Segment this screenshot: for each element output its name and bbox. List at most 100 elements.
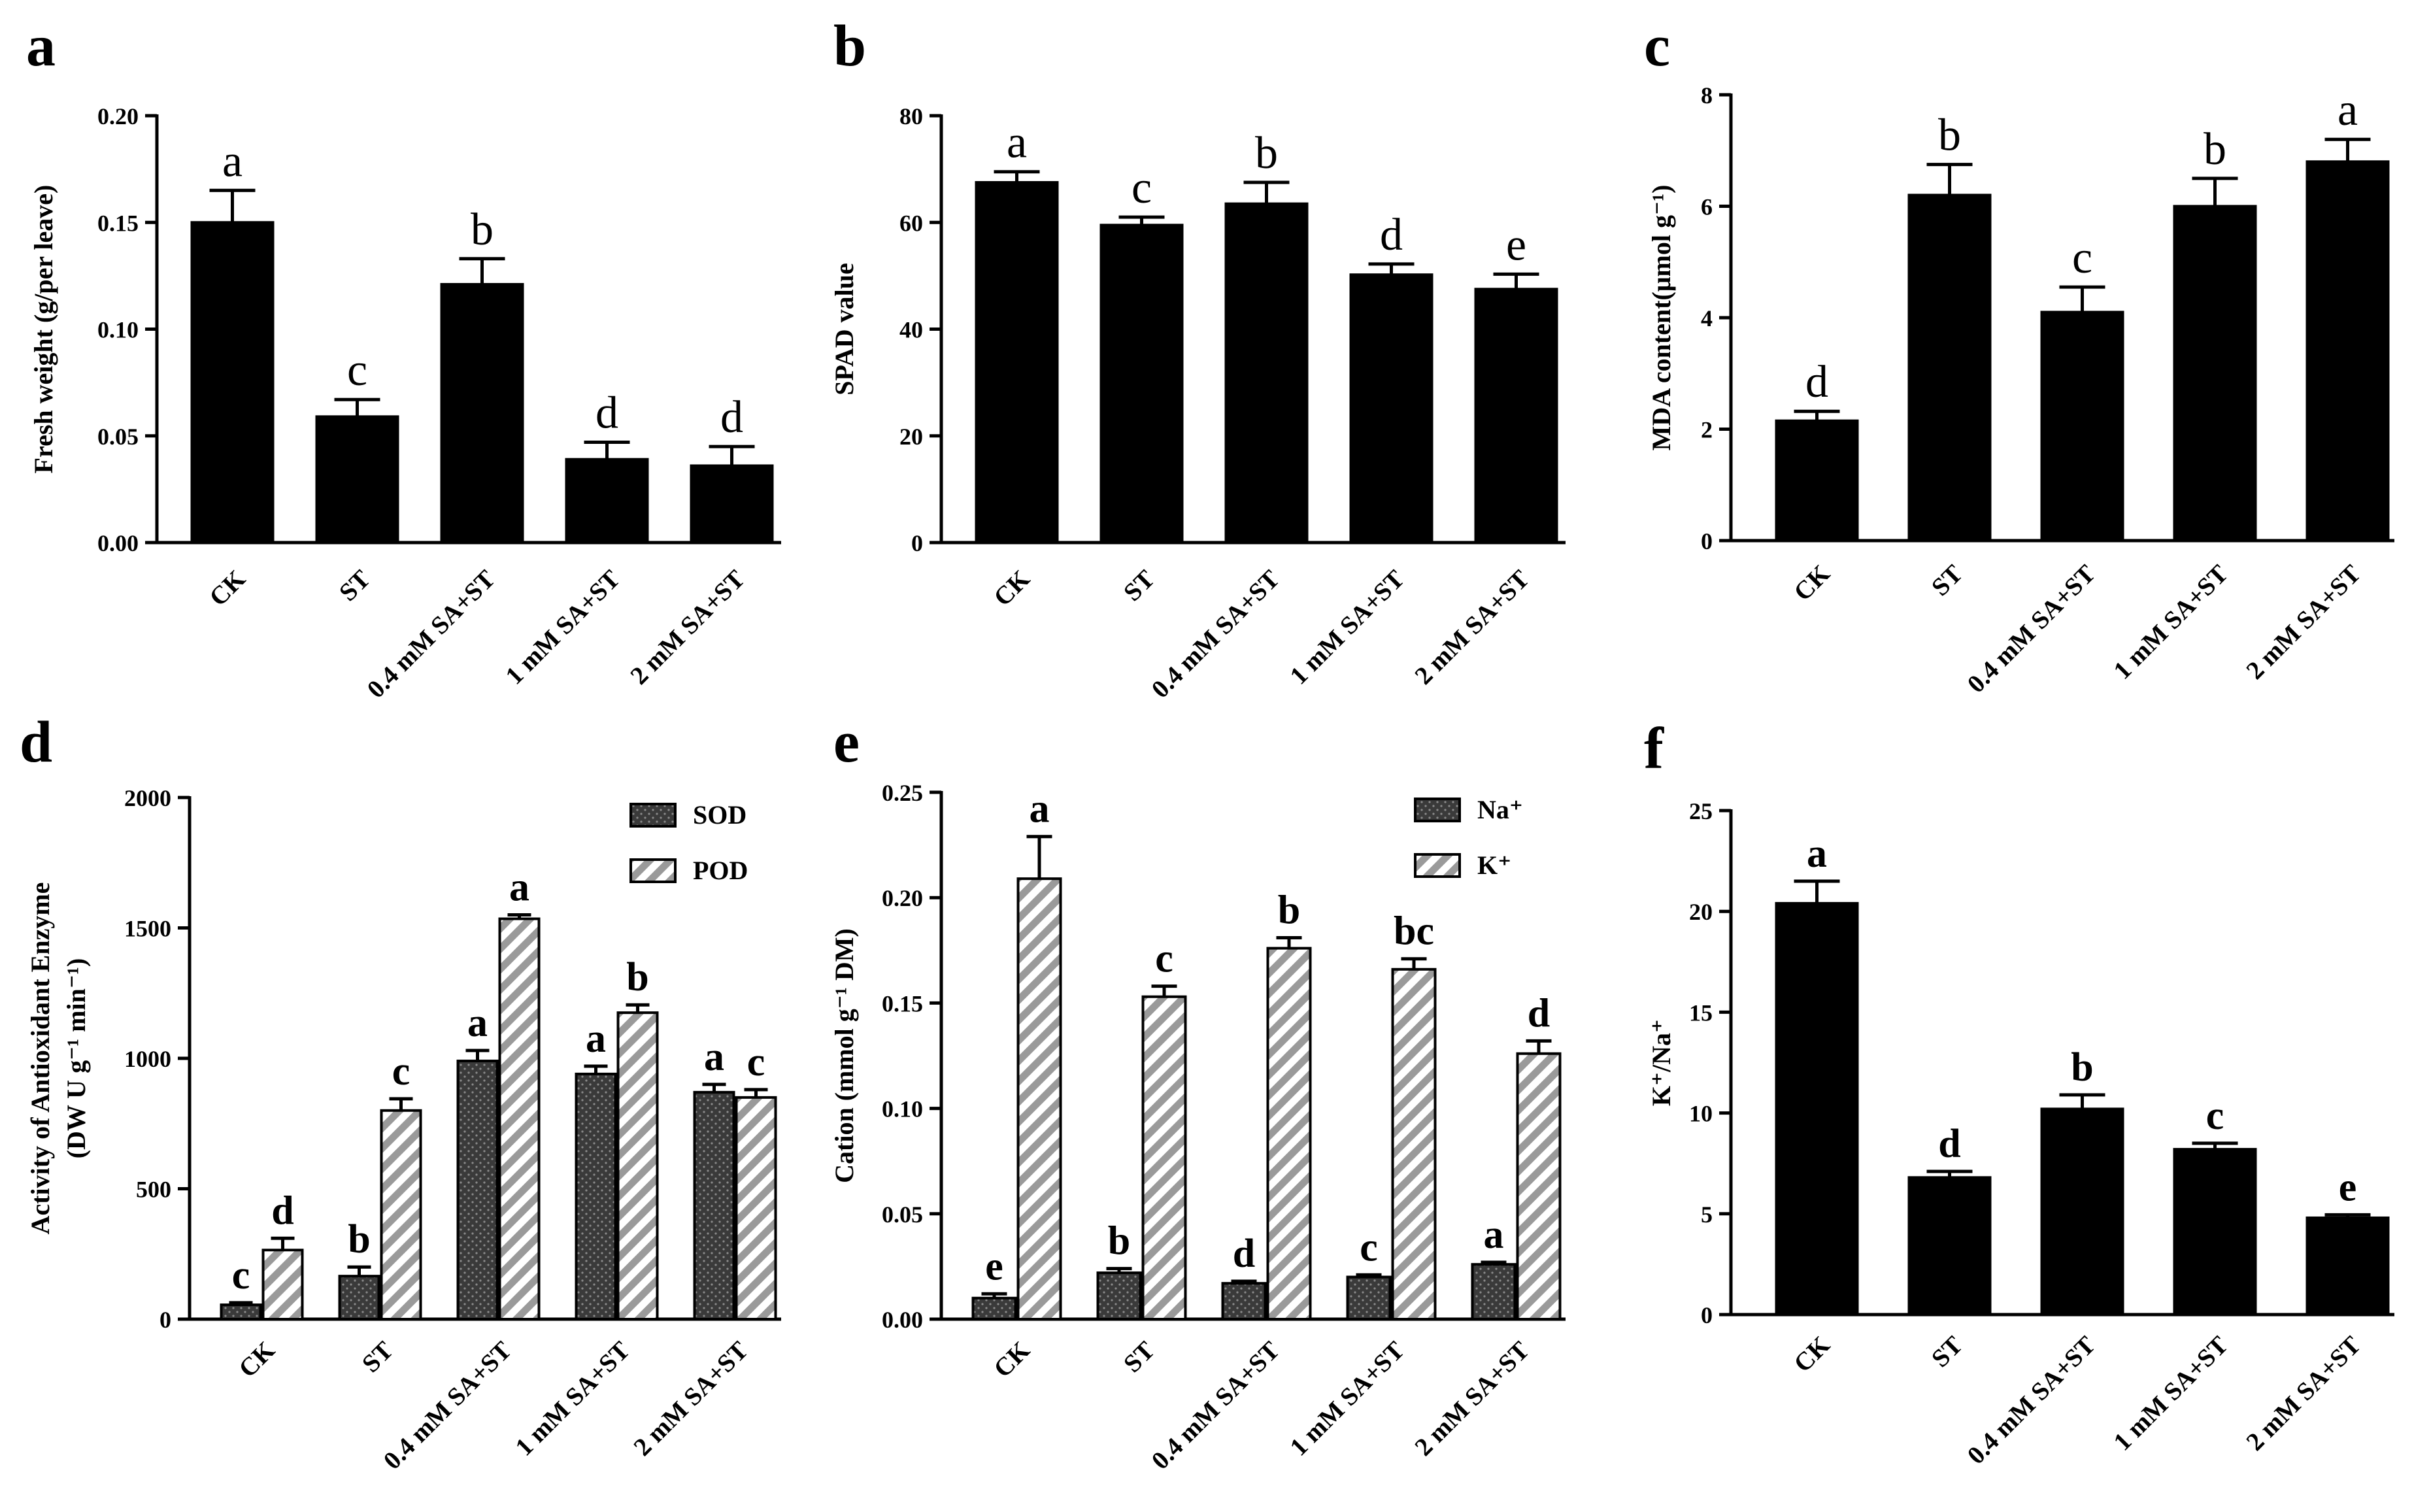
significance-letter: a xyxy=(1484,1213,1504,1257)
x-category-label: CK xyxy=(1788,1330,1836,1377)
y-tick-label: 0 xyxy=(1701,1302,1713,1328)
bar-series-1 xyxy=(1221,1282,1267,1321)
x-category-label: 2 mM SA+ST xyxy=(628,1336,754,1462)
y-tick-label: 0.15 xyxy=(882,990,923,1016)
y-tick-label: 0.00 xyxy=(882,1307,923,1333)
x-category-label: 1 mM SA+ST xyxy=(2108,560,2234,685)
bar xyxy=(2040,311,2124,542)
y-tick-label: 80 xyxy=(899,103,923,129)
y-axis-title: SPAD value xyxy=(830,263,859,395)
significance-letter: e xyxy=(1506,220,1526,270)
y-tick-label: 10 xyxy=(1689,1101,1713,1127)
bar-series-1 xyxy=(971,1296,1017,1321)
significance-letter: d xyxy=(271,1188,293,1233)
bar xyxy=(2305,1216,2390,1317)
y-tick-label: 0.05 xyxy=(882,1201,923,1228)
panel-letter: c xyxy=(1644,14,1670,78)
bar-series-2 xyxy=(1141,995,1187,1321)
significance-letter: a xyxy=(586,1016,606,1061)
x-category-label: 2 mM SA+ST xyxy=(1409,1336,1535,1462)
bar xyxy=(565,458,649,544)
y-tick-label: 0 xyxy=(159,1307,171,1333)
significance-letter: c xyxy=(2072,233,2092,283)
bar-series-1 xyxy=(1346,1275,1392,1321)
significance-letter: b xyxy=(626,955,648,1000)
significance-letter: b xyxy=(471,205,494,255)
x-category-label: ST xyxy=(1118,1336,1160,1378)
bar-series-2 xyxy=(261,1249,304,1321)
x-category-label: ST xyxy=(1926,1331,1968,1373)
panel-letter: f xyxy=(1644,716,1664,781)
x-category-label: 1 mM SA+ST xyxy=(500,565,626,690)
bar-series-1 xyxy=(575,1072,617,1320)
y-tick-label: 0.10 xyxy=(882,1096,923,1122)
significance-letter: b xyxy=(1108,1219,1130,1264)
bar-series-1 xyxy=(1471,1263,1517,1321)
bar xyxy=(2173,1148,2257,1317)
bar xyxy=(190,221,275,544)
panel-b: b 0 20 40 60 80 SPAD value a CK c ST b 0.4 mM SA+ST d… xyxy=(830,14,1566,703)
panel-letter: b xyxy=(833,14,866,78)
significance-letter: c xyxy=(747,1040,765,1084)
bar-series-2 xyxy=(498,917,541,1321)
significance-letter: c xyxy=(392,1049,411,1094)
y-axis-title: Fresh weight (g/per leave) xyxy=(29,185,58,474)
y-tick-label: 2000 xyxy=(124,785,171,811)
significance-letter: a xyxy=(467,1001,488,1045)
y-tick-label: 0 xyxy=(911,530,923,556)
x-category-label: 0.4 mM SA+ST xyxy=(1146,1336,1284,1475)
bar-series-1 xyxy=(338,1275,380,1321)
significance-letter: e xyxy=(985,1244,1003,1288)
significance-letter: a xyxy=(1030,787,1050,832)
bar xyxy=(2305,160,2390,543)
y-tick-label: 40 xyxy=(899,317,923,343)
significance-letter: b xyxy=(1938,110,1961,161)
legend-label-2: K⁺ xyxy=(1477,850,1511,880)
y-tick-label: 4 xyxy=(1701,305,1713,331)
bar-series-1 xyxy=(693,1090,735,1320)
legend-swatch-2 xyxy=(1414,853,1461,878)
x-category-label: ST xyxy=(334,565,376,607)
panel-letter: e xyxy=(833,710,860,775)
x-category-label: 2 mM SA+ST xyxy=(625,565,750,690)
bar-series-2 xyxy=(1391,967,1437,1321)
significance-letter: d xyxy=(1528,991,1550,1035)
y-axis-title-line2: (DW U g⁻¹ min⁻¹) xyxy=(61,958,91,1159)
bar xyxy=(1907,193,1992,542)
y-tick-label: 2 xyxy=(1701,417,1713,443)
x-category-label: 0.4 mM SA+ST xyxy=(1962,1331,2101,1470)
significance-letter: c xyxy=(347,345,367,395)
bar-series-1 xyxy=(456,1059,499,1320)
y-tick-label: 1500 xyxy=(124,916,171,942)
significance-letter: bc xyxy=(1394,909,1434,954)
x-category-label: CK xyxy=(1788,559,1836,606)
significance-letter: a xyxy=(509,865,529,910)
y-tick-label: 0.25 xyxy=(882,780,923,806)
x-category-label: 1 mM SA+ST xyxy=(510,1336,635,1462)
x-category-label: 2 mM SA+ST xyxy=(1409,565,1535,690)
x-category-label: CK xyxy=(988,564,1035,611)
x-category-label: 2 mM SA+ST xyxy=(2241,560,2366,685)
significance-letter: a xyxy=(704,1035,724,1079)
x-category-label: CK xyxy=(988,1336,1035,1383)
bar-series-1 xyxy=(1096,1271,1142,1321)
panel-e: e 0.00 0.05 0.10 0.15 0.20 0.25 Cation (mmol g⁻… xyxy=(830,710,1566,1475)
x-category-label: ST xyxy=(1118,565,1160,607)
y-tick-label: 60 xyxy=(899,210,923,236)
bar xyxy=(1474,288,1558,544)
y-tick-label: 0.00 xyxy=(97,530,139,556)
significance-letter: c xyxy=(232,1253,250,1298)
y-tick-label: 15 xyxy=(1689,1000,1713,1026)
legend-swatch-1 xyxy=(629,803,677,828)
legend-swatch-2 xyxy=(629,858,677,883)
significance-letter: c xyxy=(1132,163,1152,213)
legend-label-1: Na⁺ xyxy=(1477,795,1523,824)
x-category-label: CK xyxy=(204,564,251,611)
significance-letter: c xyxy=(2206,1094,2224,1138)
y-tick-label: 0.20 xyxy=(97,103,139,129)
bar-series-2 xyxy=(616,1011,659,1321)
bar xyxy=(975,181,1059,544)
panel-c: c 0 2 4 6 8 MDA content(μmol g⁻¹) d CK b ST c 0.4 mM… xyxy=(1644,14,2394,698)
panel-a: a 0.00 0.05 0.10 0.15 0.20 Fresh weight (g/per… xyxy=(26,14,781,703)
